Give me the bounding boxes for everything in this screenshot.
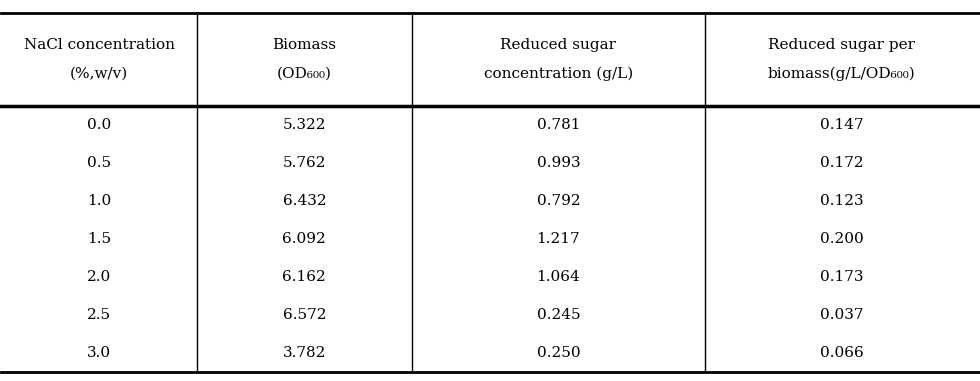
Text: 3.0: 3.0 bbox=[87, 346, 111, 360]
Text: 0.123: 0.123 bbox=[820, 194, 863, 208]
Text: 0.245: 0.245 bbox=[537, 308, 580, 322]
Text: 1.5: 1.5 bbox=[87, 232, 111, 246]
Text: 0.173: 0.173 bbox=[820, 270, 863, 284]
Text: 0.037: 0.037 bbox=[820, 308, 863, 322]
Text: 5.322: 5.322 bbox=[282, 118, 326, 132]
Text: 0.066: 0.066 bbox=[820, 346, 863, 360]
Text: 2.5: 2.5 bbox=[87, 308, 111, 322]
Text: biomass(g/L/OD₆₀₀): biomass(g/L/OD₆₀₀) bbox=[768, 67, 915, 81]
Text: 3.782: 3.782 bbox=[282, 346, 326, 360]
Text: 0.781: 0.781 bbox=[537, 118, 580, 132]
Text: 0.0: 0.0 bbox=[87, 118, 112, 132]
Text: 6.572: 6.572 bbox=[282, 308, 326, 322]
Text: Reduced sugar: Reduced sugar bbox=[501, 38, 616, 52]
Text: 6.432: 6.432 bbox=[282, 194, 326, 208]
Text: 1.217: 1.217 bbox=[537, 232, 580, 246]
Text: 1.0: 1.0 bbox=[87, 194, 112, 208]
Text: 5.762: 5.762 bbox=[282, 156, 326, 170]
Text: 1.064: 1.064 bbox=[536, 270, 580, 284]
Text: concentration (g/L): concentration (g/L) bbox=[484, 67, 633, 81]
Text: 0.172: 0.172 bbox=[820, 156, 863, 170]
Text: Biomass: Biomass bbox=[272, 38, 336, 52]
Text: 2.0: 2.0 bbox=[87, 270, 112, 284]
Text: 6.092: 6.092 bbox=[282, 232, 326, 246]
Text: 0.993: 0.993 bbox=[537, 156, 580, 170]
Text: (%,w/v): (%,w/v) bbox=[70, 67, 128, 81]
Text: 0.5: 0.5 bbox=[87, 156, 111, 170]
Text: 6.162: 6.162 bbox=[282, 270, 326, 284]
Text: (OD₆₀₀): (OD₆₀₀) bbox=[276, 67, 332, 81]
Text: 0.147: 0.147 bbox=[820, 118, 863, 132]
Text: NaCl concentration: NaCl concentration bbox=[24, 38, 174, 52]
Text: Reduced sugar per: Reduced sugar per bbox=[768, 38, 915, 52]
Text: 0.792: 0.792 bbox=[537, 194, 580, 208]
Text: 0.250: 0.250 bbox=[537, 346, 580, 360]
Text: 0.200: 0.200 bbox=[820, 232, 863, 246]
